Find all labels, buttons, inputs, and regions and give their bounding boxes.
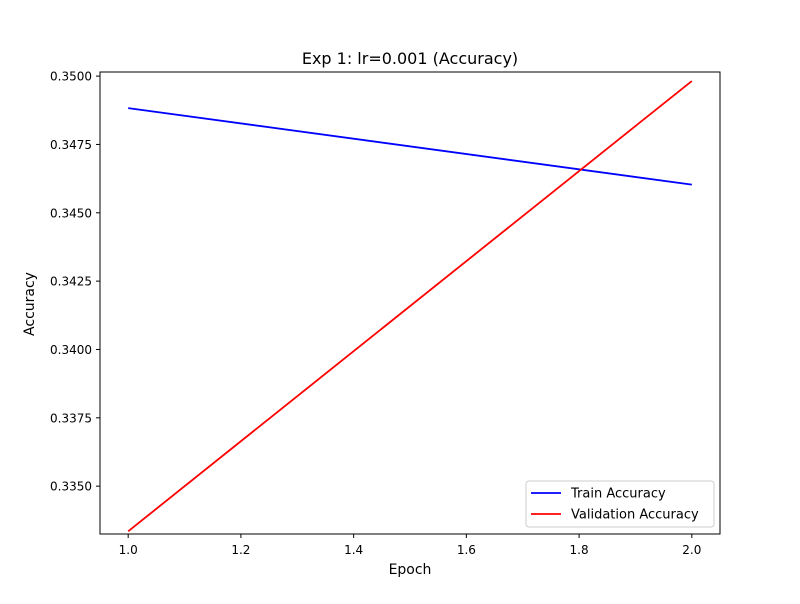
legend: Train Accuracy Validation Accuracy — [525, 480, 715, 528]
x-axis-label: Epoch — [389, 562, 432, 578]
legend-label-0: Train Accuracy — [570, 487, 666, 502]
x-tick-label: 2.0 — [682, 543, 701, 557]
chart-title: Exp 1: lr=0.001 (Accuracy) — [302, 49, 518, 68]
legend-label-1: Validation Accuracy — [571, 508, 699, 523]
y-tick-label: 0.3400 — [50, 343, 92, 357]
x-tick-label: 1.8 — [570, 543, 589, 557]
axis-ticks: 1.0 1.2 1.4 1.6 1.8 2.0 0.3350 0.3375 0.3400 0.34… — [50, 70, 701, 557]
series-line-0 — [128, 107, 692, 186]
y-tick-label: 0.3425 — [50, 275, 92, 289]
legend-box — [525, 480, 715, 528]
x-tick-label: 1.4 — [344, 543, 363, 557]
x-tick-label: 1.0 — [119, 543, 138, 557]
x-tick-label: 1.2 — [231, 543, 250, 557]
y-tick-label: 0.3450 — [50, 206, 92, 220]
y-tick-label: 0.3500 — [50, 70, 92, 84]
y-tick-label: 0.3350 — [50, 480, 92, 494]
y-tick-label: 0.3475 — [50, 138, 92, 152]
y-axis-label: Accuracy — [22, 272, 38, 336]
series-line-1 — [127, 80, 693, 532]
axes-frame — [99, 71, 721, 535]
y-tick-label: 0.3375 — [50, 411, 92, 425]
plot-area — [99, 71, 721, 535]
x-tick-label: 1.6 — [457, 543, 476, 557]
